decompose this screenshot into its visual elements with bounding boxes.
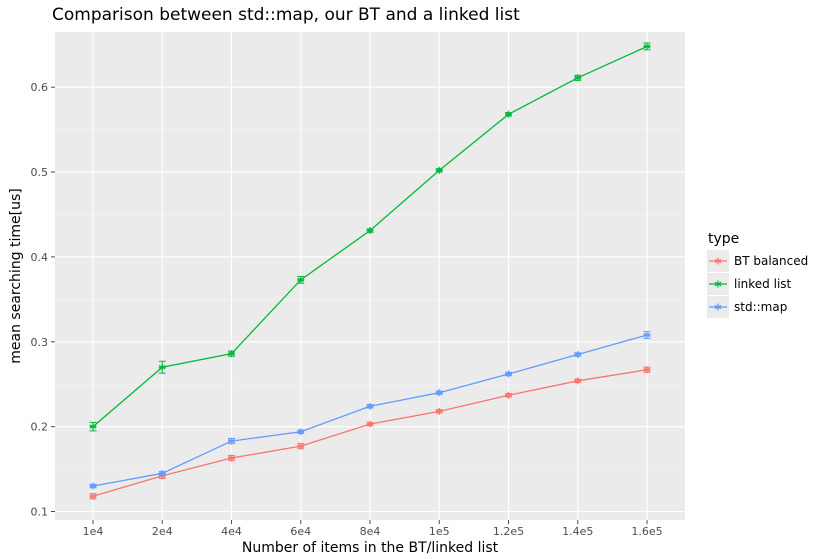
y-tick-label: 0.3: [31, 336, 49, 349]
legend-label: BT balanced: [734, 254, 808, 268]
data-point: [366, 227, 374, 235]
data-point: [574, 74, 582, 82]
x-tick-label: 4e4: [221, 525, 242, 538]
y-axis: 0.1 0.2 0.3 0.4 0.5 0.6: [31, 81, 55, 519]
legend-key-marker: [714, 280, 722, 288]
data-point: [574, 377, 582, 385]
legend-label: linked list: [734, 277, 792, 291]
x-tick-label: 2e4: [152, 525, 173, 538]
data-point: [297, 442, 305, 450]
data-point: [228, 350, 235, 358]
data-point: [158, 363, 166, 371]
legend-item: BT balanced: [707, 250, 808, 272]
legend-key-marker: [714, 303, 722, 311]
data-point: [435, 166, 443, 174]
series-layer: [89, 42, 651, 500]
data-point: [89, 482, 97, 490]
x-tick-label: 1e5: [429, 525, 450, 538]
x-tick-label: 1.6e5: [631, 525, 662, 538]
legend-label: std::map: [734, 300, 787, 314]
series-1: [89, 42, 651, 432]
data-point: [435, 407, 443, 415]
data-point: [643, 42, 651, 50]
x-tick-label: 6e4: [290, 525, 311, 538]
y-axis-title: mean searching time[us]: [8, 188, 24, 363]
data-point: [366, 402, 374, 410]
series-2: [89, 331, 651, 490]
data-point: [505, 370, 512, 378]
x-tick-label: 1e4: [83, 525, 104, 538]
data-point: [505, 391, 512, 399]
chart-title: Comparison between std::map, our BT and …: [52, 5, 520, 25]
data-point: [297, 276, 305, 284]
data-point: [574, 351, 582, 359]
legend-title: type: [708, 231, 739, 247]
legend-item: linked list: [707, 273, 792, 295]
y-tick-label: 0.5: [31, 166, 49, 179]
data-point: [89, 423, 97, 431]
legend-key-marker: [714, 257, 722, 265]
y-tick-label: 0.6: [31, 81, 49, 94]
data-point: [505, 110, 512, 118]
legend-item: std::map: [707, 296, 787, 318]
data-point: [297, 428, 305, 436]
data-point: [643, 331, 651, 339]
x-axis: 1e4 2e4 4e4 6e4 8e4 1e5 1.2e5 1.4e5 1.6e5: [83, 520, 663, 538]
data-point: [366, 420, 374, 428]
x-tick-label: 1.4e5: [562, 525, 593, 538]
x-tick-label: 8e4: [360, 525, 381, 538]
y-tick-label: 0.4: [31, 251, 49, 264]
data-point: [643, 366, 651, 374]
data-point: [228, 454, 235, 462]
data-point: [228, 437, 235, 445]
x-tick-label: 1.2e5: [493, 525, 524, 538]
data-point: [89, 492, 97, 500]
data-point: [435, 389, 443, 397]
y-tick-label: 0.1: [31, 506, 49, 519]
y-tick-label: 0.2: [31, 421, 49, 434]
data-point: [158, 469, 166, 477]
x-axis-title: Number of items in the BT/linked list: [242, 540, 499, 556]
